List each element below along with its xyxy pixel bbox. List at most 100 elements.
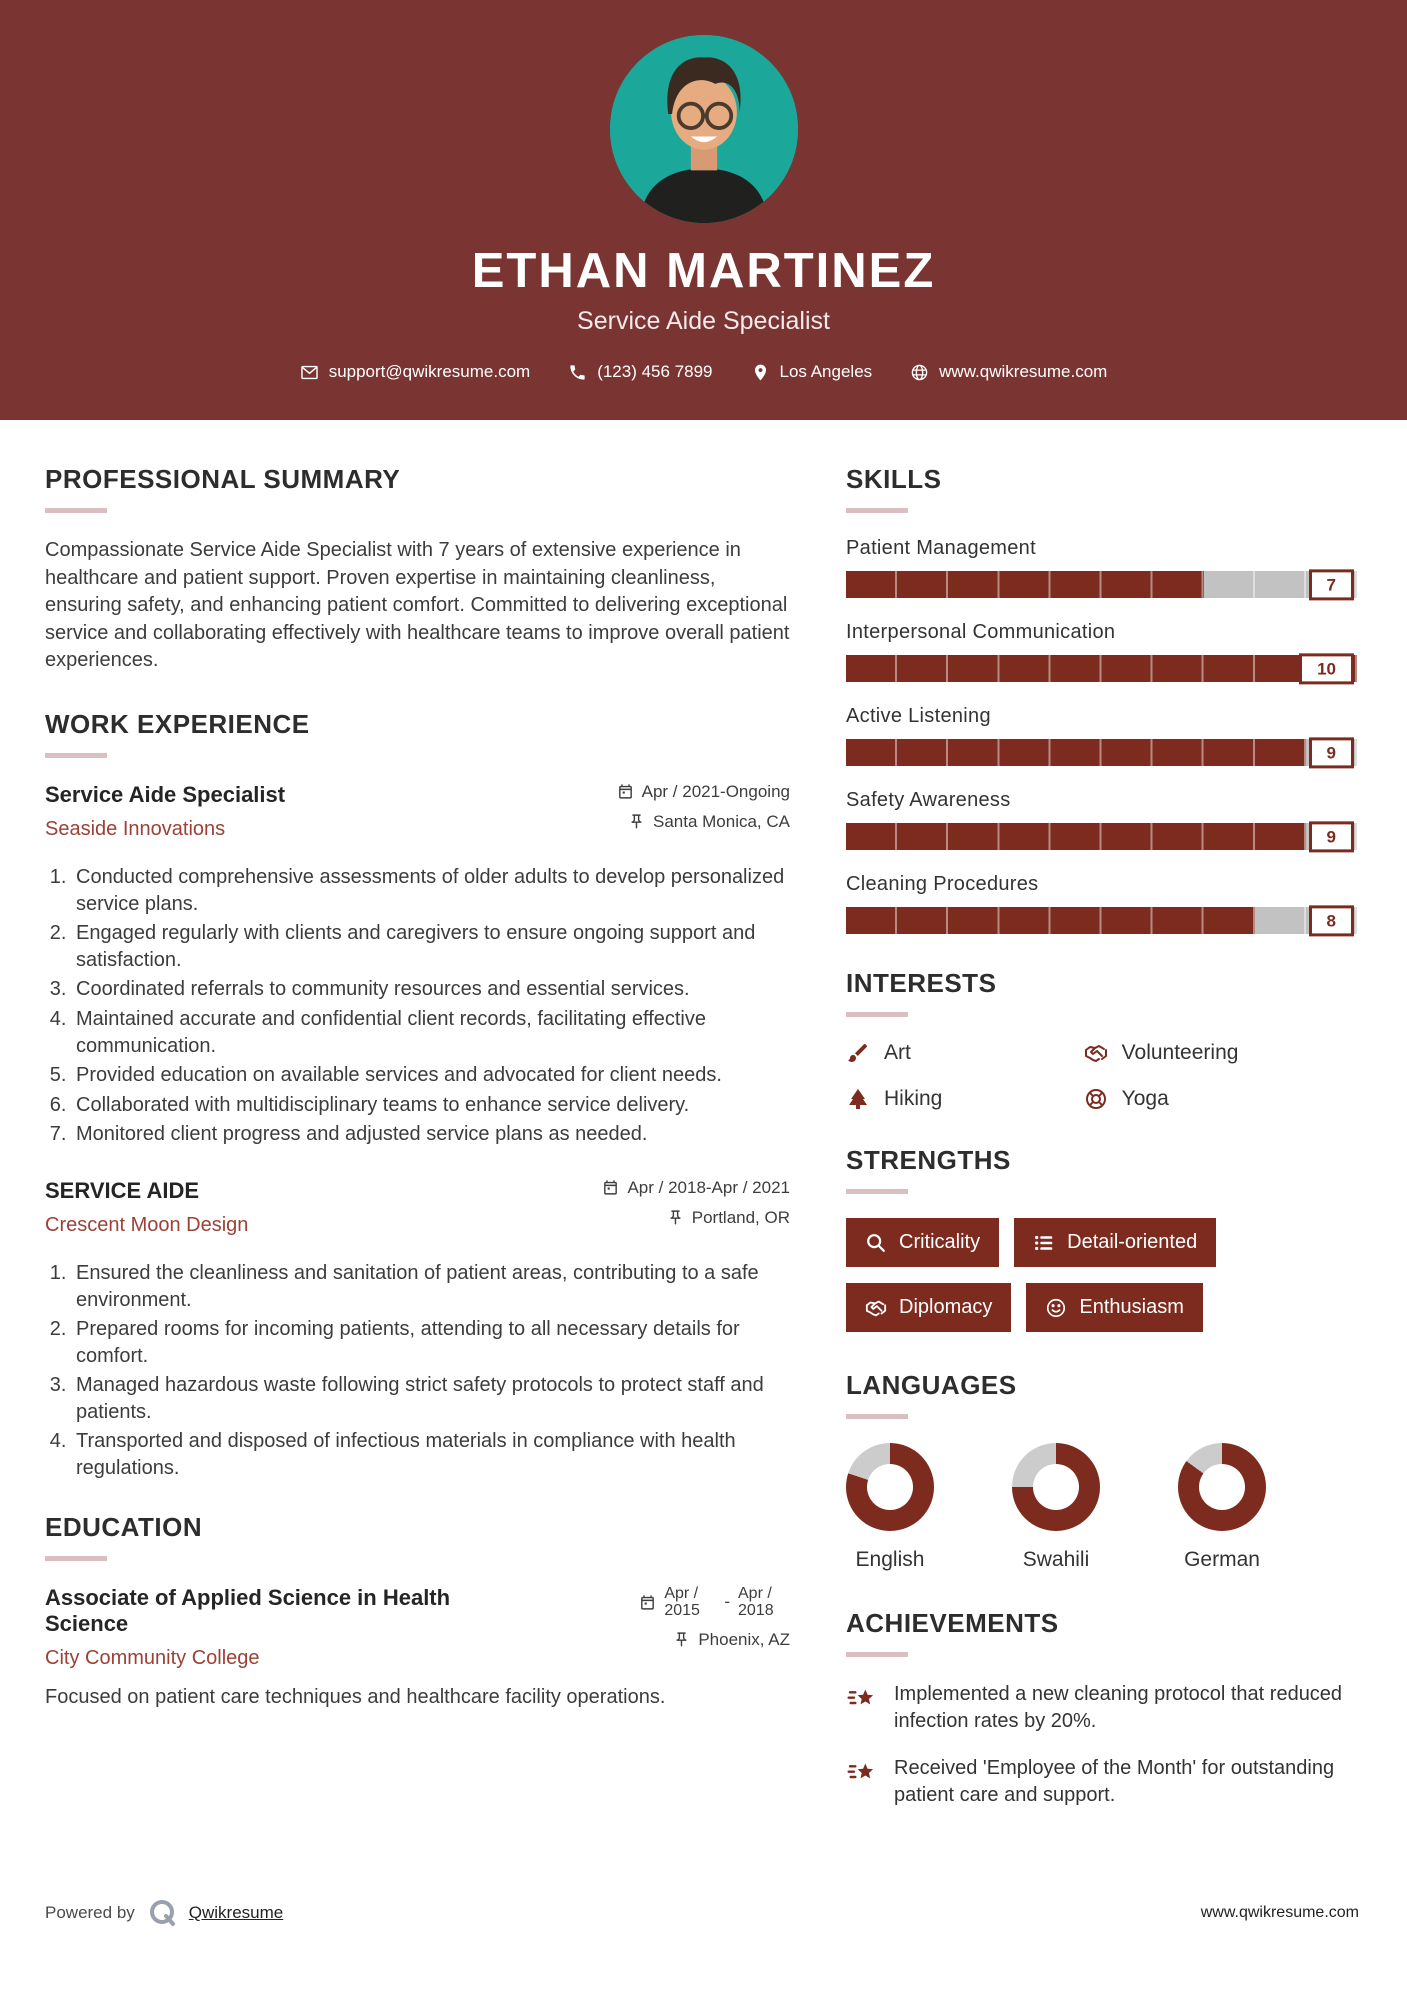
handshake-icon [1084,1045,1107,1062]
education-heading: EDUCATION [45,1511,203,1542]
location-pin-icon [754,364,766,380]
job-date: Apr / 2021-Ongoing [617,782,790,802]
skill-value-badge: 10 [1299,652,1354,685]
skill-bar-ticks [846,907,1357,934]
skill-bar-fill [846,823,1306,850]
achievement-item: Received 'Employee of the Month' for out… [846,1755,1357,1809]
job-bullet: Engaged regularly with clients and careg… [72,920,790,973]
job-bullet-list: Conducted comprehensive assessments of o… [45,864,790,1148]
heading-underline [45,508,107,513]
job-entry: SERVICE AIDE Crescent Moon Design Apr / … [45,1178,790,1482]
footer: Powered by Qwikresume www.qwikresume.com [45,1898,1359,1928]
language-donut-chart [1178,1443,1266,1531]
skill-bar-ticks [846,571,1357,598]
skill-bar: 9 [846,736,1357,769]
strength-chip: Diplomacy [846,1283,1012,1332]
left-column: PROFESSIONAL SUMMARY Compassionate Servi… [45,464,790,1829]
contact-location[interactable]: Los Angeles [751,362,872,382]
job-bullet: Transported and disposed of infectious m… [72,1428,790,1481]
skill-row: Safety Awareness 9 [846,789,1357,853]
skill-bar-ticks [846,739,1357,766]
skill-label: Cleaning Procedures [846,873,1039,895]
envelope-icon [300,365,318,379]
globe-icon [911,364,928,380]
language-item: English [846,1443,934,1572]
shooting-star-icon [847,1763,874,1779]
language-label: English [855,1548,925,1571]
skill-row: Interpersonal Communication 10 [846,621,1357,685]
skill-bar-ticks [846,823,1357,850]
education-location: Phoenix, AZ [639,1630,790,1650]
contact-email[interactable]: support@qwikresume.com [300,362,530,382]
tree-icon [849,1089,867,1109]
handshake-icon [865,1300,887,1316]
skill-bar-fill [846,655,1357,682]
work-experience-heading: WORK EXPERIENCE [45,708,310,739]
strength-chip: Detail-oriented [1014,1218,1217,1267]
phone-icon [570,364,585,380]
paintbrush-icon [848,1043,868,1062]
skill-value-badge: 8 [1308,904,1354,937]
job-bullet-list: Ensured the cleanliness and sanitation o… [45,1260,790,1482]
strengths-chips: Criticality Detail-oriented Diplomacy En… [846,1218,1357,1348]
skill-bar: 8 [846,904,1357,937]
contact-row: support@qwikresume.com (123) 456 7899 Lo… [0,362,1407,382]
skill-bar-fill [846,571,1204,598]
skill-value-badge: 9 [1308,736,1354,769]
avatar [609,35,798,223]
education-description: Focused on patient care techniques and h… [45,1685,666,1708]
avatar-photo-icon [609,35,798,223]
interest-item: Art [846,1041,1084,1065]
skill-bar-fill [846,739,1306,766]
heading-underline [846,1012,908,1017]
main-content: PROFESSIONAL SUMMARY Compassionate Servi… [0,420,1407,1829]
calendar-icon [604,1180,618,1195]
skill-row: Active Listening 9 [846,705,1357,769]
summary-heading: PROFESSIONAL SUMMARY [45,464,401,494]
job-bullet: Prepared rooms for incoming patients, at… [72,1316,790,1369]
skill-row: Patient Management 7 [846,537,1357,601]
heading-underline [846,1189,908,1194]
skills-heading: SKILLS [846,464,942,494]
contact-website[interactable]: www.qwikresume.com [910,362,1107,382]
language-donut-chart [1012,1443,1100,1531]
footer-site-link[interactable]: www.qwikresume.com [1200,1904,1359,1921]
heading-underline [45,752,107,758]
job-date: Apr / 2018-Apr / 2021 [602,1178,790,1198]
strength-chip: Enthusiasm [1026,1283,1203,1332]
skill-bar: 10 [846,652,1357,685]
header: ETHAN MARTINEZ Service Aide Specialist s… [0,0,1407,420]
skill-label: Interpersonal Communication [846,621,1116,643]
skill-value-badge: 7 [1308,568,1354,601]
skill-bar-ticks [846,655,1357,682]
job-location: Portland, OR [602,1208,790,1228]
pushpin-icon [631,814,642,830]
job-bullet: Collaborated with multidisciplinary team… [72,1092,790,1119]
job-bullet: Provided education on available services… [72,1062,790,1089]
skill-label: Safety Awareness [846,789,1011,811]
job-bullet: Monitored client progress and adjusted s… [72,1121,790,1148]
qwikresume-link[interactable]: Qwikresume [188,1903,284,1922]
education-entry: Associate of Applied Science in Health S… [45,1585,790,1709]
heading-underline [846,1652,908,1657]
calendar-icon [618,784,632,800]
job-bullet: Maintained accurate and confidential cli… [72,1006,790,1059]
school-name: City Community College [45,1646,260,1669]
interests-grid: Art Volunteering Hiking Yoga [846,1041,1357,1111]
achievement-text: Received 'Employee of the Month' for out… [894,1757,1335,1806]
lifebuoy-icon [1085,1089,1106,1109]
achievement-text: Implemented a new cleaning protocol that… [894,1683,1343,1732]
job-company: Crescent Moon Design [45,1213,249,1236]
skill-label: Active Listening [846,705,991,727]
calendar-icon [641,1595,655,1610]
job-location: Santa Monica, CA [617,812,790,832]
pushpin-icon [676,1632,687,1647]
language-label: Swahili [1022,1548,1090,1571]
skill-value-badge: 9 [1308,820,1354,853]
heading-underline [45,1555,107,1561]
job-bullet: Ensured the cleanliness and sanitation o… [72,1260,790,1313]
heading-underline [846,508,908,513]
contact-phone[interactable]: (123) 456 7899 [568,362,713,382]
degree-title: Associate of Applied Science in Health S… [45,1584,451,1636]
job-entry: Service Aide Specialist Seaside Innovati… [45,782,790,1148]
